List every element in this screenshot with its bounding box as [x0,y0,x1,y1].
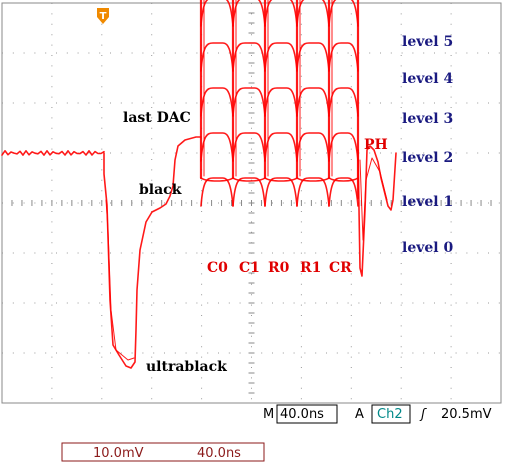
trace-eye-hump [328,42,359,72]
graticule-grid [1,2,502,404]
symbol-label-c0: C0 [207,260,228,276]
trace-black-level [1,150,105,156]
trace-eye-hump [296,132,330,162]
trigger-channel-box [371,404,411,424]
timebase-value: 40.0ns [280,407,324,422]
trace-phase-echo [359,157,388,241]
trace-eye-hump [200,87,234,117]
waveform-traces [1,0,397,369]
trace-eye-hump [232,132,266,162]
trigger-mode: A [355,407,364,422]
symbol-labels: C0 C1 R0 R1 CR [207,260,352,276]
level-label: level 0 [402,240,453,256]
phase-label: PH [364,137,388,153]
trace-eye-hump [264,132,298,162]
channel-readout: 10.0mV 40.0ns [61,442,265,462]
trace-eye-bottom [200,177,234,182]
symbol-label-c1: C1 [239,260,260,276]
trace-eye-hump [200,42,234,72]
level-label: level 1 [402,194,453,210]
timebase-box [276,404,338,424]
time-per-div: 40.0ns [197,446,241,461]
trace-eye-hump [328,177,359,207]
trigger-marker-label: T [100,11,107,22]
trace-eye-bottom [296,177,330,182]
trace-sync-pulse [103,136,202,369]
trace-eye-hump [200,132,234,162]
black-label: black [139,182,182,198]
trace-eye-hump [264,87,298,117]
trace-eye-hump [328,87,359,117]
symbol-label-cr: CR [329,260,352,276]
trace-eye-hump [296,0,330,27]
trace-eye-hump [328,132,359,162]
trigger-slope-icon: ʃ [419,407,427,422]
ultrablack-label: ultrablack [146,359,227,375]
trace-eye-hump [296,42,330,72]
level-label: level 4 [402,71,453,87]
channel-readout-box [61,442,265,462]
level-label: level 5 [402,34,453,50]
level-label: level 3 [402,111,453,127]
level-labels: level 5 level 4 level 3 level 2 level 1 … [402,34,453,256]
trace-eye-hump [232,87,266,117]
trace-eye-hump [264,42,298,72]
trace-eye-hump [232,0,266,27]
trace-sync-pulse-echo [105,199,135,361]
trace-eye-hump [328,0,359,27]
trace-eye-hump [264,0,298,27]
trace-eye-bottom [328,177,359,182]
symbol-label-r0: R0 [268,260,290,276]
level-label: level 2 [402,150,453,166]
trace-eye-hump [232,177,266,207]
trace-eye-hump [264,177,298,207]
trigger-marker: T [97,8,109,24]
trace-eye-hump [232,42,266,72]
trigger-level: 20.5mV [441,407,492,422]
trace-phase [357,145,397,277]
trace-eye-bottom [264,177,298,182]
trace-eye-hump [200,0,234,27]
trace-eye-bottom [232,177,266,182]
timebase-prefix: M [263,407,274,422]
volts-per-div: 10.0mV [93,446,144,461]
trace-eye-hump [296,177,330,207]
status-bar: M 40.0ns A Ch2 ʃ 20.5mV [263,404,492,424]
last-dac-label: last DAC [123,110,191,126]
symbol-label-r1: R1 [300,260,321,276]
trace-eye-hump [200,177,234,207]
trace-eye-hump [296,87,330,117]
trigger-channel: Ch2 [377,407,403,422]
trigger-marker-icon [97,8,109,24]
